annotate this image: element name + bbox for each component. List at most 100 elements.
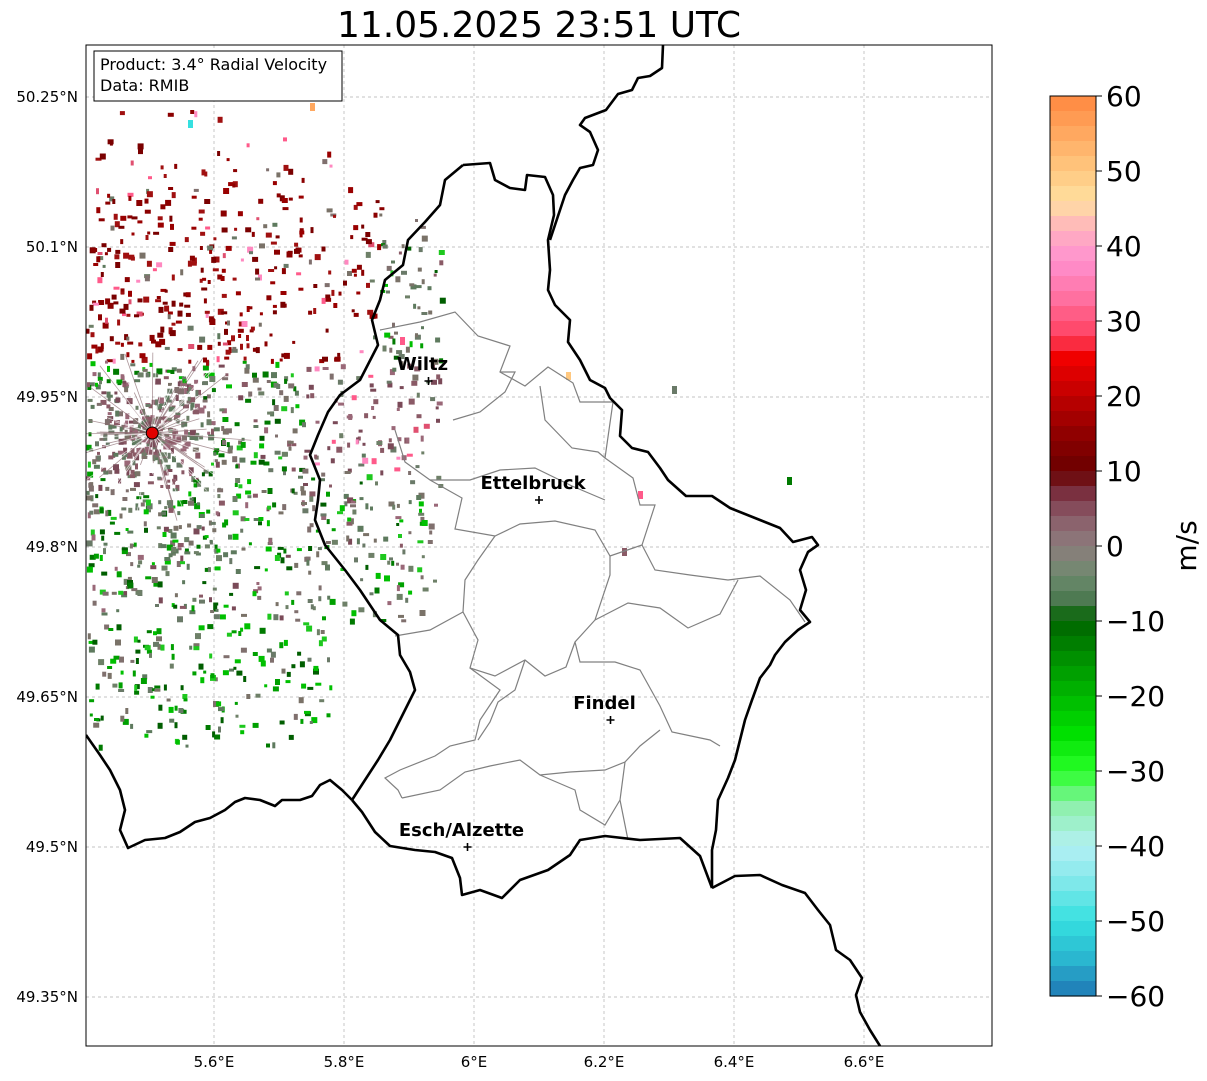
echo-pixel: [104, 252, 108, 256]
echo-pixel: [189, 436, 195, 440]
echo-pixel: [396, 456, 401, 460]
echo-pixel: [128, 290, 132, 297]
canton-boundary-north: [379, 311, 656, 557]
echo-pixel: [235, 291, 241, 296]
echo-pixel: [384, 332, 391, 338]
echo-pixel: [380, 619, 387, 622]
echo-pixel: [361, 269, 365, 276]
lat-tick-label: 49.5°N: [26, 838, 78, 856]
echo-pixel: [90, 404, 95, 409]
echo-pixel: [408, 590, 413, 595]
echo-pixel: [303, 455, 308, 460]
lat-tick-label: 49.95°N: [16, 388, 78, 406]
echo-pixel: [189, 497, 194, 501]
echo-pixel: [283, 137, 287, 142]
echo-pixel: [286, 251, 293, 258]
echo-pixel: [237, 328, 244, 333]
echo-pixel: [177, 348, 183, 352]
echo-pixel: [307, 657, 312, 662]
colorbar-segment: [1050, 216, 1096, 232]
colorbar-segment: [1050, 606, 1096, 622]
echo-pixel: [184, 304, 191, 308]
echo-pixel: [106, 404, 111, 409]
echo-pixel: [164, 559, 171, 565]
echo-pixel: [123, 578, 130, 585]
echo-pixel: [87, 353, 93, 360]
colorbar-segment: [1050, 246, 1096, 262]
echo-pixel: [347, 442, 351, 448]
echo-pixel: [232, 533, 239, 540]
echo-pixel: [180, 685, 184, 691]
echo-pixel: [183, 698, 188, 702]
echo-pixel: [226, 442, 230, 448]
echo-pixel: [107, 139, 114, 145]
echo-pixel: [113, 452, 119, 457]
echo-pixel: [231, 630, 237, 634]
echo-pixel: [145, 447, 150, 451]
echo-pixel: [420, 516, 425, 523]
echo-pixel: [240, 528, 244, 533]
echo-pixel: [399, 543, 403, 548]
echo-pixel: [90, 332, 95, 338]
echo-pixel: [327, 446, 331, 451]
echo-pixel: [105, 486, 110, 491]
echo-pixel: [213, 451, 217, 456]
echo-pixel: [126, 398, 132, 403]
echo-pixel: [250, 326, 255, 331]
echo-pixel: [211, 428, 214, 435]
echo-pixel: [318, 596, 322, 602]
echo-pixel: [362, 457, 369, 464]
echo-pixel: [126, 469, 130, 476]
echo-pixel: [343, 280, 347, 286]
echo-pixel: [168, 529, 173, 533]
echo-pixel: [566, 372, 571, 380]
echo-pixel: [215, 608, 219, 612]
echo-pixel: [357, 436, 361, 441]
echo-pixel: [145, 576, 152, 580]
echo-pixel: [134, 684, 138, 691]
echo-pixel: [99, 507, 104, 514]
echo-pixel: [258, 655, 265, 662]
echo-pixel: [283, 470, 286, 476]
echo-pixel: [327, 657, 330, 663]
echo-pixel: [165, 199, 172, 206]
echo-pixel: [361, 453, 366, 458]
echo-pixel: [280, 557, 285, 564]
echo-pixel: [136, 448, 140, 454]
echo-pixel: [302, 468, 309, 474]
echo-pixel: [119, 513, 123, 519]
echo-pixel: [184, 548, 189, 553]
echo-pixel: [331, 439, 336, 444]
echo-pixel: [356, 291, 361, 295]
echo-streak: [91, 387, 153, 434]
echo-pixel: [167, 314, 171, 320]
echo-pixel: [304, 449, 311, 453]
echo-pixel: [168, 507, 174, 513]
echo-pixel: [306, 559, 310, 566]
echo-pixel: [324, 283, 330, 288]
echo-pixel: [248, 542, 252, 546]
echo-pixel: [152, 455, 156, 462]
echo-pixel: [199, 278, 203, 283]
echo-pixel: [292, 428, 298, 434]
echo-pixel: [212, 731, 216, 738]
echo-pixel: [268, 468, 274, 473]
echo-pixel: [198, 663, 204, 670]
echo-pixel: [383, 536, 389, 542]
echo-pixel: [126, 452, 133, 459]
echo-pixel: [638, 491, 643, 499]
echo-pixel: [165, 436, 172, 441]
echo-pixel: [219, 408, 225, 412]
echo-pixel: [410, 284, 417, 290]
echo-pixel: [272, 181, 277, 186]
echo-pixel: [280, 291, 287, 295]
echo-streak: [152, 432, 205, 468]
echo-pixel: [155, 399, 159, 406]
echo-pixel: [158, 512, 163, 517]
echo-pixel: [397, 401, 403, 408]
echo-pixel: [157, 216, 163, 221]
echo-pixel: [157, 332, 164, 338]
echo-pixel: [137, 554, 144, 560]
echo-pixel: [272, 742, 276, 749]
echo-pixel: [315, 529, 320, 533]
